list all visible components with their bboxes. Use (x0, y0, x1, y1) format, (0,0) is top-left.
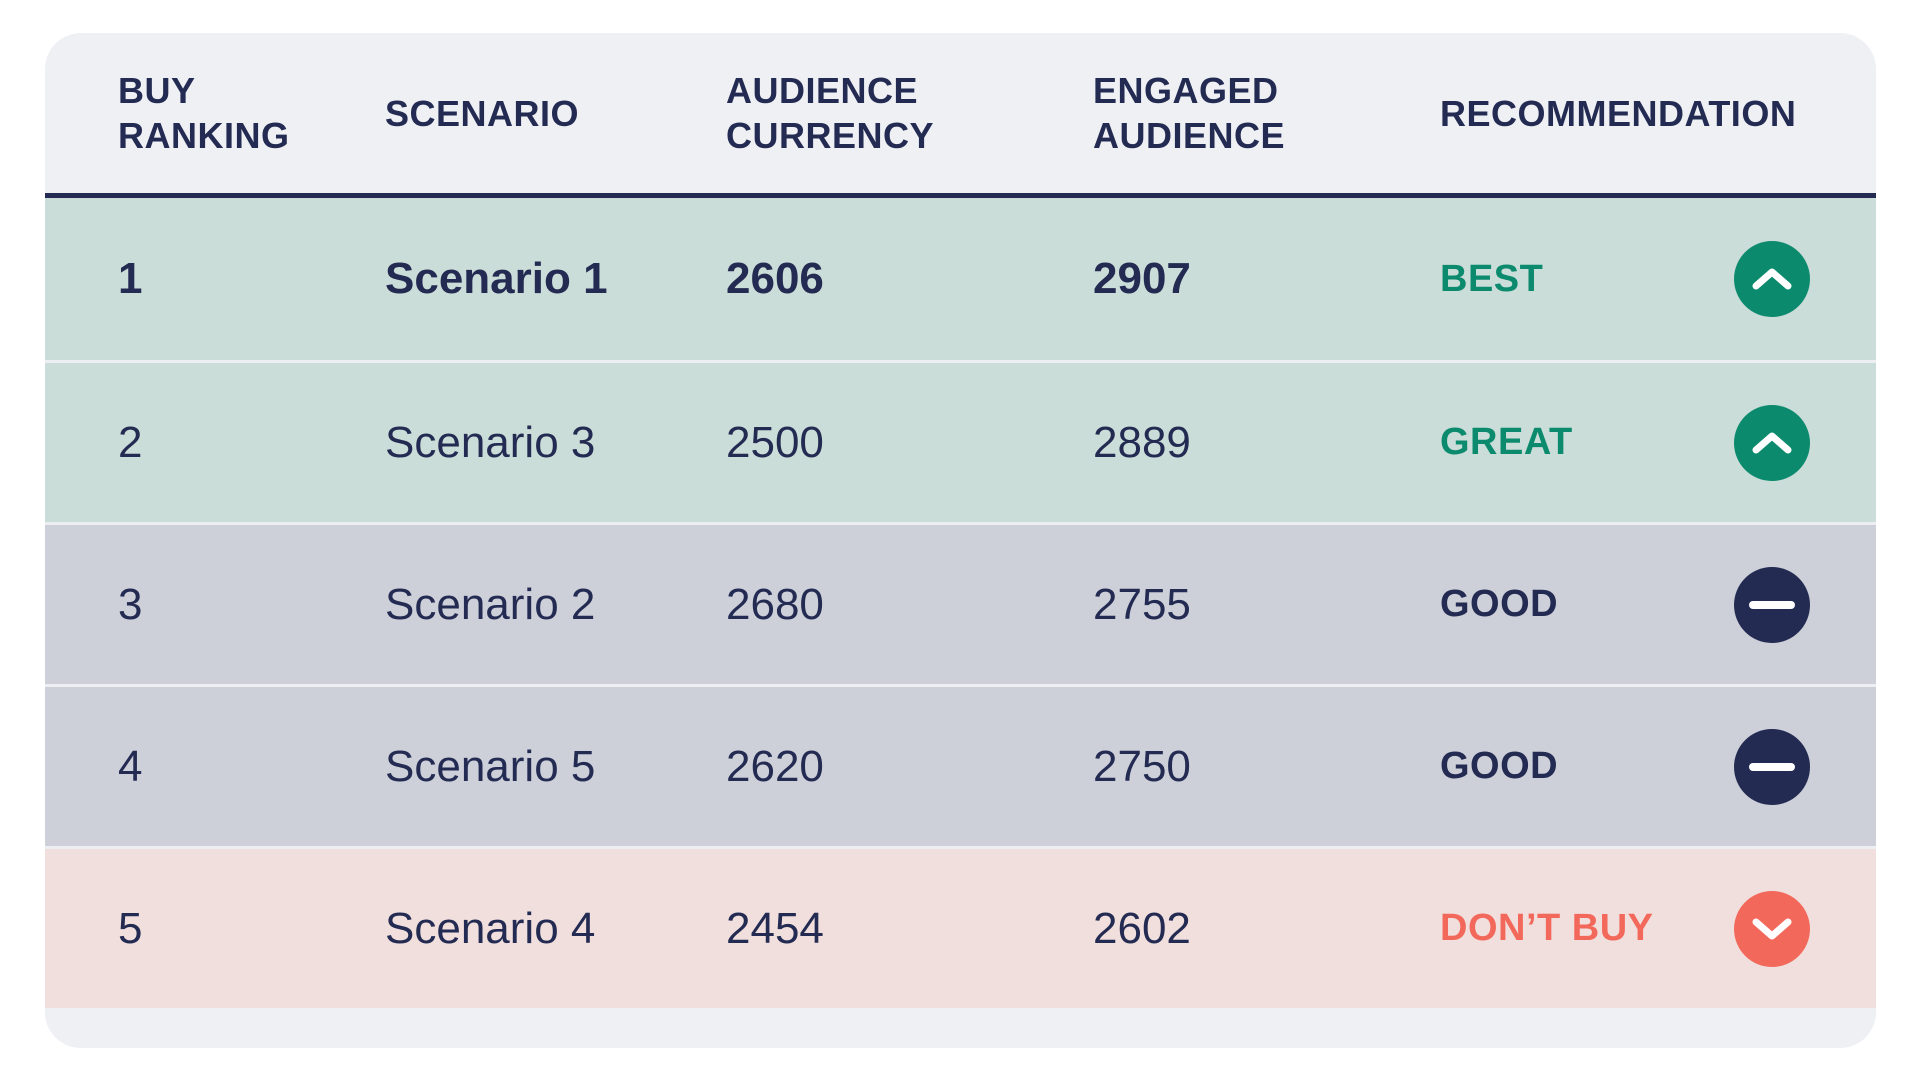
table-row: 2 Scenario 3 2500 2889 GREAT (45, 360, 1876, 522)
column-header-buy-ranking: BUY RANKING (118, 70, 290, 156)
recommendation-label: GREAT (1440, 421, 1573, 463)
chevron-down-icon (1752, 918, 1792, 939)
recommendation-label: DON’T BUY (1440, 907, 1654, 949)
chevron-up-icon (1752, 432, 1792, 453)
engaged-audience-value: 2602 (1093, 903, 1191, 953)
engaged-audience-value: 2889 (1093, 417, 1191, 467)
table-footer-strip (45, 1008, 1876, 1048)
scenario-value: Scenario 1 (385, 254, 608, 303)
rank-value: 2 (118, 417, 143, 467)
engaged-audience-value: 2755 (1093, 579, 1191, 629)
rank-value: 5 (118, 903, 143, 953)
recommendation-label: GOOD (1440, 745, 1559, 787)
minus-icon (1749, 762, 1795, 771)
audience-currency-value: 2500 (726, 417, 824, 467)
column-header-recommendation: RECOMMENDATION (1440, 92, 1797, 134)
recommendation-badge (1734, 241, 1810, 317)
header-divider (45, 193, 1876, 198)
column-header-audience-currency: AUDIENCE CURRENCY (726, 70, 935, 156)
table-row: 5 Scenario 4 2454 2602 DON’T BUY (45, 846, 1876, 1008)
scenario-value: Scenario 5 (385, 741, 596, 791)
table-row: 4 Scenario 5 2620 2750 GOOD (45, 684, 1876, 846)
audience-currency-value: 2680 (726, 579, 824, 629)
recommendation-label: GOOD (1440, 583, 1559, 625)
recommendation-badge (1734, 404, 1810, 481)
rank-value: 4 (118, 741, 143, 791)
buy-ranking-table: BUY RANKING SCENARIO AUDIENCE CURRENCY E… (45, 33, 1876, 1048)
audience-currency-value: 2606 (726, 254, 824, 303)
chevron-up-icon (1752, 268, 1792, 290)
table-row: 1 Scenario 1 2606 2907 BEST (45, 198, 1876, 360)
audience-currency-value: 2454 (726, 903, 824, 953)
table-row: 3 Scenario 2 2680 2755 GOOD (45, 522, 1876, 684)
audience-currency-value: 2620 (726, 741, 824, 791)
recommendation-badge (1734, 728, 1810, 805)
scenario-value: Scenario 3 (385, 417, 596, 467)
scenario-value: Scenario 2 (385, 579, 596, 629)
engaged-audience-value: 2750 (1093, 741, 1191, 791)
recommendation-badge (1734, 566, 1810, 643)
rank-value: 3 (118, 579, 143, 629)
column-header-scenario: SCENARIO (385, 92, 580, 134)
recommendation-label: BEST (1440, 257, 1544, 300)
minus-icon (1749, 600, 1795, 609)
table-header-row: BUY RANKING SCENARIO AUDIENCE CURRENCY E… (45, 33, 1876, 193)
scenario-value: Scenario 4 (385, 903, 596, 953)
column-header-engaged-audience: ENGAGED AUDIENCE (1093, 70, 1286, 156)
engaged-audience-value: 2907 (1093, 254, 1191, 303)
rank-value: 1 (118, 254, 143, 303)
recommendation-badge (1734, 890, 1810, 967)
